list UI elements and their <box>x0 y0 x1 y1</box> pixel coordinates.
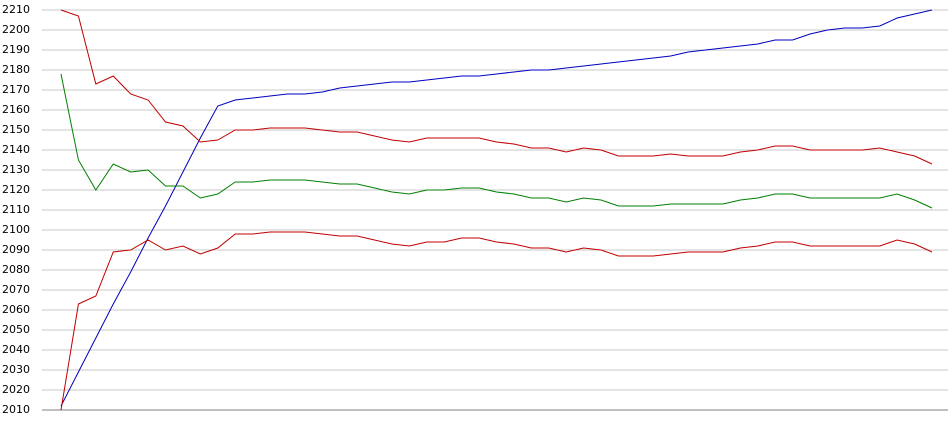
y-tick-label: 2060 <box>2 303 30 316</box>
y-tick-label: 2180 <box>2 63 30 76</box>
series-line <box>60 231 933 411</box>
y-tick-label: 2170 <box>2 83 30 96</box>
series-line <box>60 9 933 407</box>
y-tick-label: 2100 <box>2 223 30 236</box>
y-tick-label: 2080 <box>2 263 30 276</box>
y-tick-label: 2150 <box>2 123 30 136</box>
y-tick-label: 2110 <box>2 203 30 216</box>
y-tick-label: 2130 <box>2 163 30 176</box>
y-tick-label: 2040 <box>2 343 30 356</box>
y-tick-label: 2210 <box>2 3 30 16</box>
y-tick-label: 2120 <box>2 183 30 196</box>
series-line <box>60 9 933 165</box>
y-tick-label: 2070 <box>2 283 30 296</box>
y-tick-label: 2030 <box>2 363 30 376</box>
y-tick-label: 2140 <box>2 143 30 156</box>
y-tick-label: 2190 <box>2 43 30 56</box>
y-tick-label: 2160 <box>2 103 30 116</box>
series-line <box>60 73 933 209</box>
y-tick-label: 2200 <box>2 23 30 36</box>
y-tick-label: 2050 <box>2 323 30 336</box>
y-tick-label: 2090 <box>2 243 30 256</box>
y-tick-label: 2010 <box>2 403 30 416</box>
y-tick-label: 2020 <box>2 383 30 396</box>
